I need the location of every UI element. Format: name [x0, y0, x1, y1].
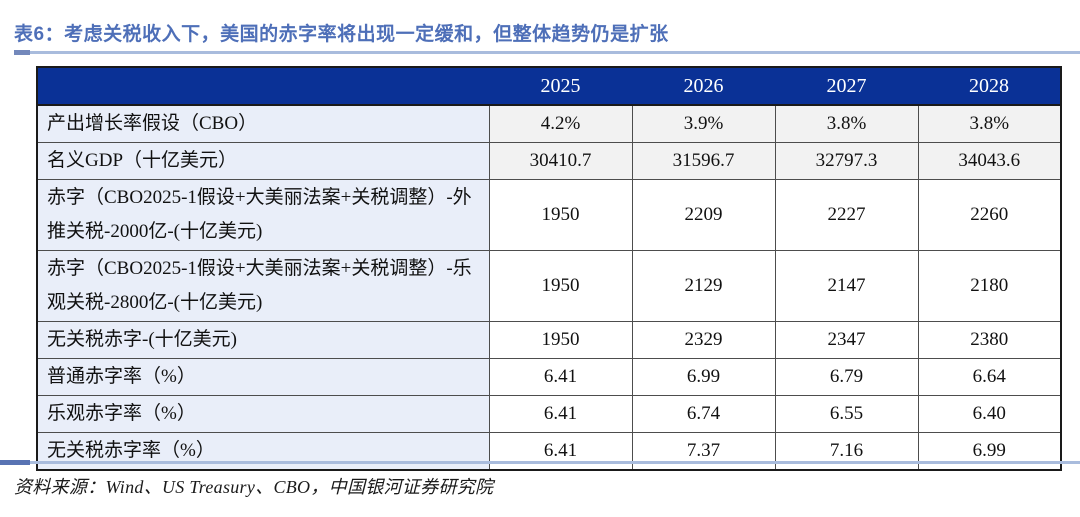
bottom-divider-accent: [0, 460, 30, 465]
table-body: 产出增长率假设（CBO） 4.2% 3.9% 3.8% 3.8% 名义GDP（十亿美元） 3…: [36, 104, 1062, 471]
header-cell-empty: [37, 66, 489, 106]
value-cell: 2380: [917, 321, 1062, 359]
value-cell: 2180: [917, 250, 1062, 322]
value-cell: 2129: [631, 250, 776, 322]
value-cell: 34043.6: [917, 142, 1062, 180]
bottom-divider: [0, 460, 1080, 465]
value-cell: 6.55: [774, 395, 919, 433]
value-cell: 7.16: [774, 432, 919, 471]
value-cell: 32797.3: [774, 142, 919, 180]
value-cell: 3.8%: [774, 104, 919, 143]
value-cell: 4.2%: [488, 104, 633, 143]
value-cell: 6.41: [488, 358, 633, 396]
value-cell: 3.8%: [917, 104, 1062, 143]
table-title: 表6：考虑关税收入下，美国的赤字率将出现一定缓和，但整体趋势仍是扩张: [14, 24, 669, 45]
row-label-cell: 无关税赤字率（%）: [36, 432, 490, 471]
row-label-cell: 普通赤字率（%）: [36, 358, 490, 396]
top-divider-accent: [14, 50, 30, 55]
source-note: 资料来源：Wind、US Treasury、CBO，中国银河证券研究院: [14, 477, 494, 497]
value-cell: 31596.7: [631, 142, 776, 180]
header-row: 2025 2026 2027 2028: [37, 66, 1061, 106]
table-header: 2025 2026 2027 2028: [37, 66, 1061, 106]
table-row: 赤字（CBO2025-1假设+大美丽法案+关税调整）-外推关税-2000亿-(十…: [36, 179, 1062, 251]
value-cell: 3.9%: [631, 104, 776, 143]
value-cell: 7.37: [631, 432, 776, 471]
value-cell: 1950: [488, 250, 633, 322]
value-cell: 6.99: [917, 432, 1062, 471]
value-cell: 6.41: [488, 395, 633, 433]
value-cell: 2260: [917, 179, 1062, 251]
table-row: 赤字（CBO2025-1假设+大美丽法案+关税调整）-乐观关税-2800亿-(十…: [36, 250, 1062, 322]
table-row: 产出增长率假设（CBO） 4.2% 3.9% 3.8% 3.8%: [36, 104, 1062, 143]
table-row: 乐观赤字率（%） 6.41 6.74 6.55 6.40: [36, 395, 1062, 433]
header-cell-year: 2026: [632, 66, 775, 106]
table-row: 无关税赤字-(十亿美元) 1950 2329 2347 2380: [36, 321, 1062, 359]
row-label-cell: 产出增长率假设（CBO）: [36, 104, 490, 143]
row-label-cell: 赤字（CBO2025-1假设+大美丽法案+关税调整）-乐观关税-2800亿-(十…: [36, 250, 490, 322]
top-divider: [14, 50, 1080, 55]
header-cell-year: 2027: [775, 66, 918, 106]
value-cell: 6.99: [631, 358, 776, 396]
value-cell: 6.79: [774, 358, 919, 396]
value-cell: 6.74: [631, 395, 776, 433]
header-cell-year: 2028: [918, 66, 1061, 106]
value-cell: 30410.7: [488, 142, 633, 180]
table-row: 名义GDP（十亿美元） 30410.7 31596.7 32797.3 34043.6: [36, 142, 1062, 180]
value-cell: 1950: [488, 321, 633, 359]
row-label-cell: 赤字（CBO2025-1假设+大美丽法案+关税调整）-外推关税-2000亿-(十…: [36, 179, 490, 251]
value-cell: 2329: [631, 321, 776, 359]
row-label-cell: 乐观赤字率（%）: [36, 395, 490, 433]
header-cell-year: 2025: [489, 66, 632, 106]
value-cell: 1950: [488, 179, 633, 251]
table-row: 无关税赤字率（%） 6.41 7.37 7.16 6.99: [36, 432, 1062, 471]
table-row: 普通赤字率（%） 6.41 6.99 6.79 6.64: [36, 358, 1062, 396]
row-label-cell: 无关税赤字-(十亿美元): [36, 321, 490, 359]
row-label-cell: 名义GDP（十亿美元）: [36, 142, 490, 180]
value-cell: 6.64: [917, 358, 1062, 396]
value-cell: 2347: [774, 321, 919, 359]
value-cell: 2209: [631, 179, 776, 251]
value-cell: 6.41: [488, 432, 633, 471]
deficit-forecast-table: 2025 2026 2027 2028 产出增长率假设（CBO） 4.2% 3.9% 3.8…: [36, 66, 1062, 471]
value-cell: 6.40: [917, 395, 1062, 433]
value-cell: 2227: [774, 179, 919, 251]
value-cell: 2147: [774, 250, 919, 322]
